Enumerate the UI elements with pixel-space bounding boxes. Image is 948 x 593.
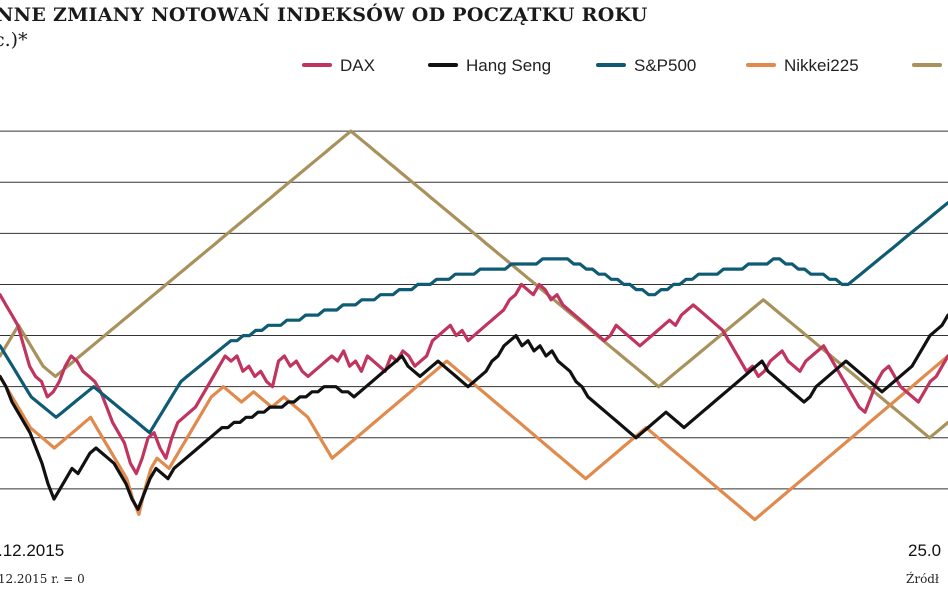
gridlines <box>0 130 948 490</box>
footnote: .12.2015 r. = 0 <box>0 572 85 586</box>
legend-label-3: Nikkei225 <box>784 56 859 75</box>
legend-label-2: S&P500 <box>634 56 696 75</box>
source-note: Źródł <box>906 572 939 586</box>
series-lines <box>0 129 948 522</box>
series-line-4 <box>0 129 948 440</box>
series-line-0 <box>0 282 948 476</box>
chart-subtitle: c.)* <box>0 29 28 51</box>
series-line-3 <box>0 354 948 522</box>
legend-label-0: DAX <box>340 56 375 75</box>
chart-title: NNE ZMIANY NOTOWAŃ INDEKSÓW OD POCZĄTKU … <box>0 4 648 26</box>
x-tick-start: .12.2015 <box>0 541 64 560</box>
series-line-2 <box>0 201 948 435</box>
series-line-1 <box>0 313 948 511</box>
legend-label-1: Hang Seng <box>466 56 551 75</box>
x-tick-end: 25.0 <box>908 541 941 560</box>
legend: DAX Hang Seng S&P500 Nikkei225 <box>302 56 942 75</box>
